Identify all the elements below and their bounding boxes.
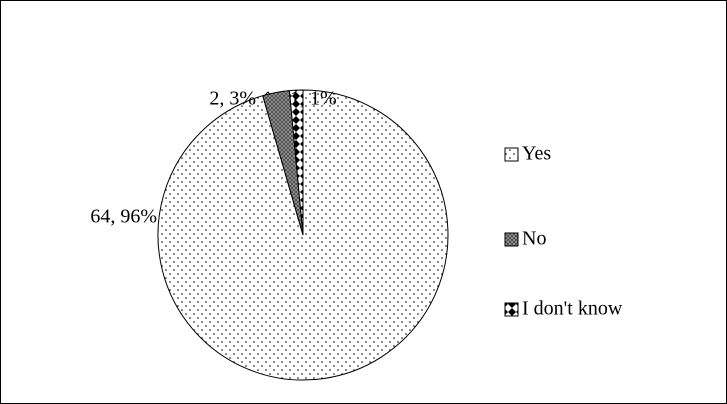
legend-label: I don't know (522, 298, 623, 320)
legend-swatch (504, 232, 519, 247)
legend-label: No (522, 228, 546, 250)
legend-swatch (504, 302, 519, 317)
data-label: 2, 3% (209, 88, 256, 110)
legend-label: Yes (522, 143, 551, 165)
pie-slice (288, 89, 304, 236)
legend-swatch (504, 147, 519, 162)
data-label: 64, 96% (90, 206, 157, 228)
data-label: 1, 1% (290, 88, 337, 110)
